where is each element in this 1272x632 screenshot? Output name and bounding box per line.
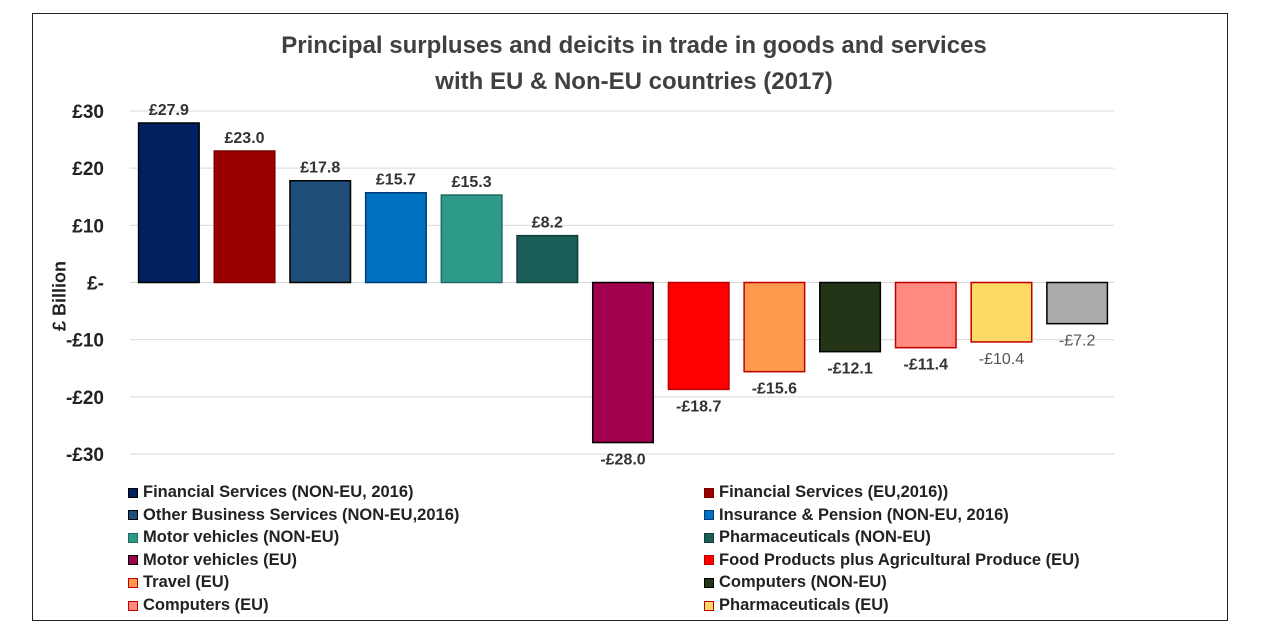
y-tick-label: -£10 (66, 331, 104, 352)
legend-swatch (704, 555, 714, 566)
data-label: -£12.1 (827, 361, 872, 378)
legend-item: Motor vehicles (NON-EU) (128, 528, 339, 547)
legend-swatch (704, 487, 714, 498)
bar (440, 194, 503, 284)
legend-swatch (128, 577, 138, 588)
legend-item: Insurance & Pension (NON-EU, 2016) (704, 506, 1009, 525)
y-tick-label: £20 (72, 159, 104, 180)
y-axis-label: £ Billion (49, 260, 70, 332)
data-label: £23.0 (225, 130, 265, 147)
legend-item: Financial Services (NON-EU, 2016) (128, 483, 414, 502)
y-tick-label: -£20 (66, 388, 104, 409)
y-tick-label: £- (87, 274, 104, 295)
bar (819, 281, 882, 353)
legend-item: Food Products plus Agricultural Produce … (704, 551, 1080, 570)
legend-label: Computers (EU) (143, 596, 269, 614)
bar (516, 234, 579, 284)
bar (1046, 281, 1109, 325)
legend-item: Motor vehicles (EU) (128, 551, 297, 570)
bar (364, 191, 427, 284)
legend-item: Pharmaceuticals (NON-EU) (704, 528, 931, 547)
legend-swatch (128, 532, 138, 543)
legend-swatch (128, 555, 138, 566)
data-label: -£28.0 (600, 452, 645, 469)
legend-swatch (128, 600, 138, 611)
legend-swatch (128, 487, 138, 498)
legend-swatch (704, 577, 714, 588)
chart-title-line-2: with EU & Non-EU countries (2017) (435, 68, 833, 95)
legend-item: Computers (EU) (128, 596, 269, 615)
data-label: £27.9 (149, 102, 189, 119)
legend-swatch (128, 510, 138, 521)
y-tick-label: £30 (72, 102, 104, 123)
legend-swatch (704, 532, 714, 543)
chart-title: Principal surpluses and deicits in trade… (134, 28, 1134, 100)
y-tick-label: £10 (72, 216, 104, 237)
legend-label: Pharmaceuticals (NON-EU) (719, 528, 931, 547)
bar (667, 281, 730, 391)
legend-item: Pharmaceuticals (EU) (704, 596, 889, 615)
bar (137, 122, 200, 284)
data-label: £8.2 (532, 215, 563, 232)
data-label: -£15.6 (752, 381, 797, 398)
bar (743, 281, 806, 373)
data-label: -£10.4 (979, 351, 1024, 368)
data-label: £17.8 (300, 160, 340, 177)
data-label: -£11.4 (904, 357, 949, 374)
legend-label: Financial Services (EU,2016)) (719, 483, 949, 501)
legend-label: Insurance & Pension (NON-EU, 2016) (719, 505, 1009, 524)
legend-label: Food Products plus Agricultural Produce … (719, 550, 1080, 569)
legend-label: Other Business Services (NON-EU,2016) (143, 505, 460, 524)
y-tick-label: -£30 (66, 445, 104, 466)
legend-label: Motor vehicles (NON-EU) (143, 528, 340, 547)
legend-label: Travel (EU) (143, 573, 230, 592)
legend-swatch (704, 510, 714, 521)
legend-item: Financial Services (EU,2016)) (704, 483, 948, 502)
bar (591, 281, 655, 444)
legend-item: Travel (EU) (128, 573, 229, 592)
legend-item: Computers (NON-EU) (704, 573, 887, 592)
data-label: £15.7 (376, 172, 416, 189)
legend-label: Motor vehicles (EU) (143, 550, 298, 569)
bar (213, 150, 276, 284)
legend-swatch (704, 600, 714, 611)
data-label: -£7.2 (1059, 333, 1096, 350)
legend-label: Pharmaceuticals (EU) (719, 596, 889, 614)
chart-title-line-1: Principal surpluses and deicits in trade… (281, 32, 987, 59)
data-label: -£18.7 (676, 398, 721, 415)
data-label: £15.3 (452, 174, 492, 191)
bar (970, 281, 1033, 343)
legend-item: Other Business Services (NON-EU,2016) (128, 506, 459, 525)
bar (289, 179, 352, 284)
legend-label: Computers (NON-EU) (719, 573, 887, 592)
bar (894, 281, 957, 349)
legend-label: Financial Services (NON-EU, 2016) (143, 483, 414, 501)
